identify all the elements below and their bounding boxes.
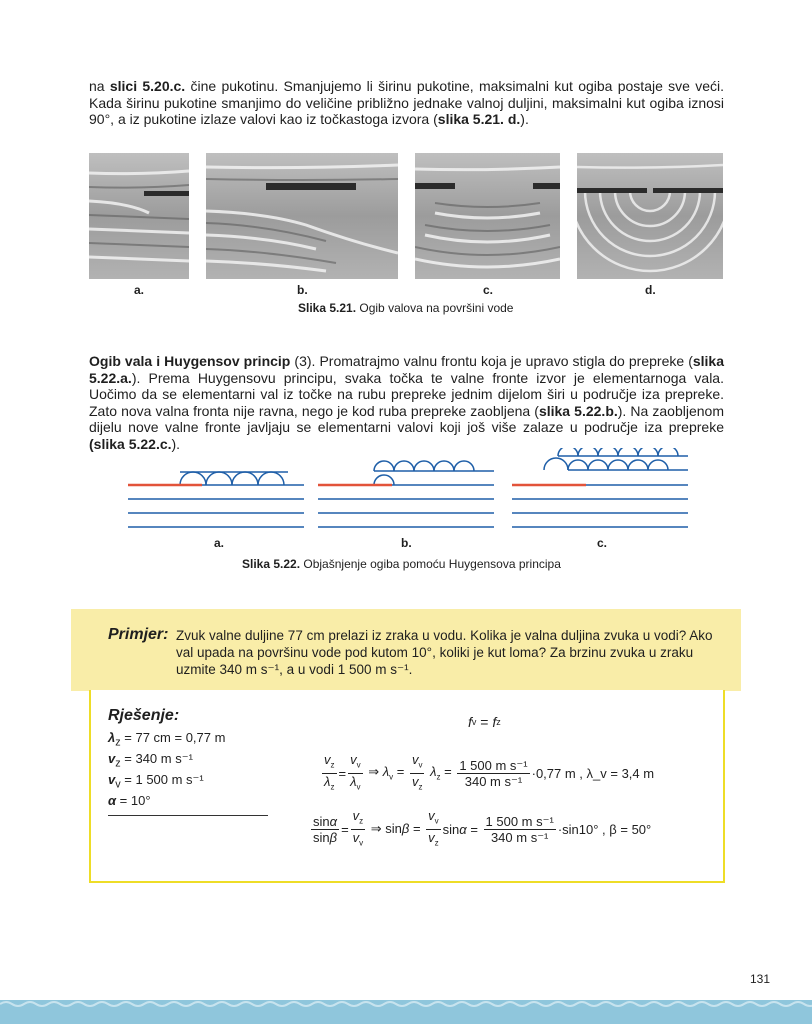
- page-number: 131: [750, 972, 771, 986]
- example-box: [71, 609, 741, 691]
- figure-label-a: a.: [134, 283, 145, 297]
- solution-box: [89, 690, 725, 883]
- wavelength-equation: vz λz = vv λv ⇒ λv = vv vz λz = 1 500 m s⁻¹…: [322, 752, 655, 792]
- huygens-diagram-c: [512, 448, 688, 528]
- figure-label-c: c.: [483, 283, 494, 297]
- huygens-paragraph: Ogib vala i Huygensov princip (3). Proma…: [89, 353, 724, 452]
- diagram-label-b: b.: [401, 536, 412, 550]
- example-title: Primjer:: [108, 626, 169, 643]
- photo-d: [577, 153, 723, 279]
- figure-label-b: b.: [297, 283, 308, 297]
- example-text: Zvuk valne duljine 77 cm prelazi iz zrak…: [176, 628, 713, 677]
- figure-label-d: d.: [645, 283, 656, 297]
- given-v-z: vz = 340 m s⁻¹: [108, 751, 193, 770]
- figure-522-caption: Slika 5.22. Objašnjenje ogiba pomoću Huy…: [242, 557, 561, 571]
- photo-c: [415, 153, 560, 279]
- solution-title: Rješenje:: [108, 707, 180, 724]
- given-divider: [108, 815, 268, 816]
- footer-strip: [0, 1000, 812, 1024]
- diagram-label-c: c.: [597, 536, 608, 550]
- photo-b: [206, 153, 398, 279]
- intro-paragraph: na slici 5.20.c. čine pukotinu. Smanjuje…: [89, 78, 724, 128]
- given-alpha: α = 10°: [108, 793, 151, 808]
- huygens-diagram-a: [128, 471, 304, 528]
- given-lambda-z: λz = 77 cm = 0,77 m: [108, 730, 226, 749]
- given-v-v: vv = 1 500 m s⁻¹: [108, 772, 204, 791]
- huygens-diagram-b: [318, 460, 494, 528]
- figure-521-caption: Slika 5.21. Ogib valova na površini vode: [298, 301, 514, 315]
- photo-a: [89, 153, 189, 279]
- diagram-label-a: a.: [214, 536, 225, 550]
- refraction-equation: sinα sinβ = vz vv ⇒ sinβ = vv vz sinα = 1 5…: [311, 808, 652, 848]
